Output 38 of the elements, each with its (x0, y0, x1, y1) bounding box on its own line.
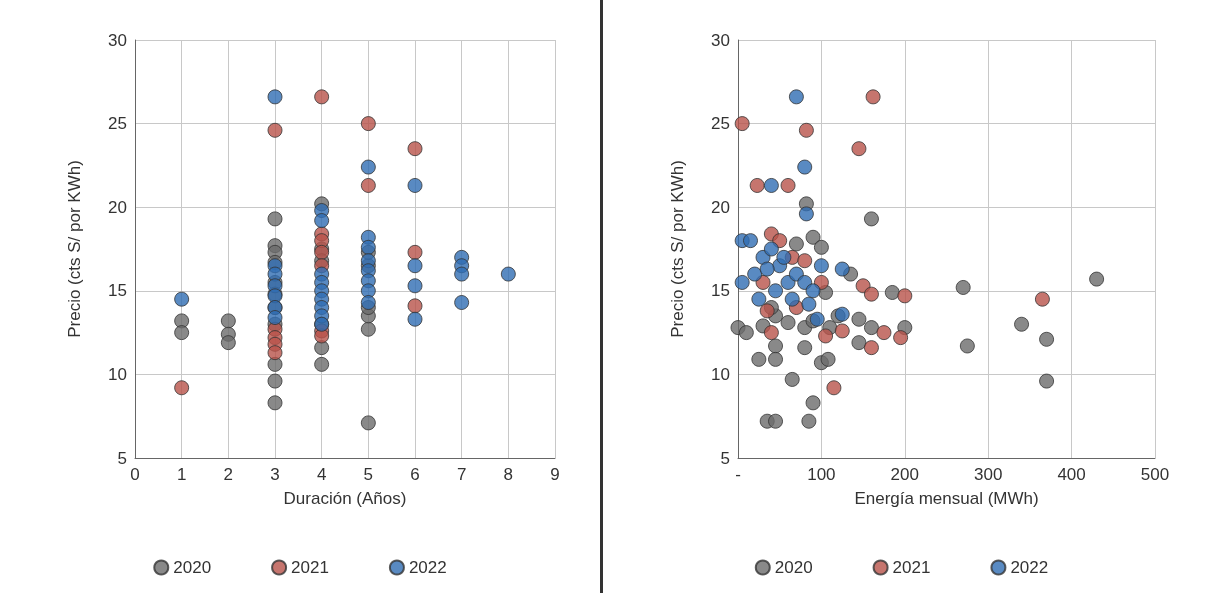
legend-label: 2020 (173, 558, 212, 577)
y-tick-label: 15 (711, 281, 730, 301)
legend-label: 2022 (408, 558, 447, 577)
x-tick-label: 0 (130, 465, 140, 484)
x-tick-label: 4 (316, 465, 327, 484)
y-tick-label: 20 (108, 197, 127, 217)
x-tick-label: 100 (807, 465, 836, 484)
x-tick-label: 2 (223, 465, 234, 484)
y-tick-label: 20 (711, 197, 730, 217)
x-axis-title: Duración (Años) (283, 489, 407, 508)
y-tick-label: 15 (108, 281, 127, 301)
y-axis-title: Precio (cts S/ por KWh) (668, 160, 687, 338)
x-tick-label: - (735, 465, 741, 484)
x-tick-label: 6 (410, 465, 420, 484)
legend-label: 2022 (1010, 558, 1049, 577)
y-tick-label: 5 (117, 448, 127, 468)
x-tick-label: 9 (550, 465, 560, 484)
x-axis-title: Energía mensual (MWh) (854, 489, 1039, 508)
y-tick-label: 10 (711, 364, 730, 384)
y-tick-label: 25 (108, 114, 127, 134)
x-tick-label: 200 (890, 465, 919, 484)
x-tick-label: 8 (503, 465, 514, 484)
x-tick-label: 400 (1057, 465, 1086, 484)
y-tick-label: 30 (108, 30, 127, 50)
y-tick-label: 5 (720, 448, 730, 468)
y-tick-label: 30 (711, 30, 730, 50)
legend-label: 2020 (774, 558, 813, 577)
x-tick-label: 3 (270, 465, 280, 484)
y-tick-label: 10 (108, 364, 127, 384)
x-tick-label: 7 (456, 465, 467, 484)
legend-label: 2021 (892, 558, 931, 577)
x-tick-label: 5 (363, 465, 374, 484)
y-axis-title: Precio (cts S/ por KWh) (65, 160, 84, 338)
x-tick-label: 300 (974, 465, 1003, 484)
x-tick-label: 1 (176, 465, 187, 484)
y-tick-label: 25 (711, 114, 730, 134)
x-tick-label: 500 (1140, 465, 1170, 484)
legend-label: 2021 (291, 558, 329, 577)
